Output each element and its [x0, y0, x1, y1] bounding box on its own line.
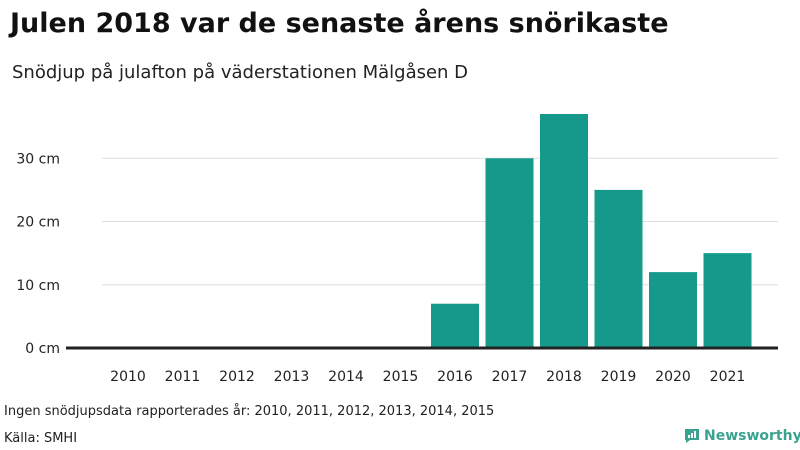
x-tick-label: 2019	[601, 369, 637, 385]
bar-chart: 0 cm 10 cm 20 cm 30 cm 2010 2011 2012 2013 2014…	[16, 114, 778, 385]
brand-logo: Newsworthy	[684, 428, 800, 444]
bars	[431, 114, 752, 348]
y-tick-label: 20 cm	[16, 215, 60, 231]
x-tick-label: 2014	[328, 369, 364, 385]
y-axis-ticks: 0 cm 10 cm 20 cm 30 cm	[16, 151, 60, 357]
y-tick-label: 30 cm	[16, 151, 60, 167]
bar-2021	[703, 253, 752, 348]
bar-2019	[594, 189, 643, 348]
bar-2017	[485, 158, 534, 348]
chart-title: Julen 2018 var de senaste årens snörikas…	[10, 8, 669, 39]
gridlines	[102, 157, 778, 286]
y-tick-label: 10 cm	[16, 278, 60, 294]
x-tick-label: 2018	[546, 369, 582, 385]
x-tick-label: 2012	[219, 369, 255, 385]
x-tick-label: 2017	[492, 369, 528, 385]
brand-name: Newsworthy	[704, 428, 800, 444]
bar-2016	[431, 303, 479, 348]
x-tick-label: 2020	[655, 369, 691, 385]
x-tick-label: 2015	[383, 369, 419, 385]
bar-2020	[649, 272, 697, 348]
x-tick-label: 2011	[165, 369, 201, 385]
x-tick-label: 2010	[110, 369, 146, 385]
bar-chart-logo-icon	[685, 429, 699, 443]
footnote-missing-data: Ingen snödjupsdata rapporterades år: 201…	[4, 404, 495, 419]
x-tick-label: 2013	[274, 369, 310, 385]
source-label: Källa: SMHI	[4, 431, 78, 446]
x-tick-label: 2016	[437, 369, 473, 385]
y-tick-label: 0 cm	[25, 341, 60, 357]
x-tick-label: 2021	[710, 369, 746, 385]
x-axis-ticks: 2010 2011 2012 2013 2014 2015 2016 2017 2018 2019…	[110, 369, 745, 385]
bar-2018	[540, 114, 588, 348]
chart-subtitle: Snödjup på julafton på väderstationen Mä…	[12, 62, 469, 83]
